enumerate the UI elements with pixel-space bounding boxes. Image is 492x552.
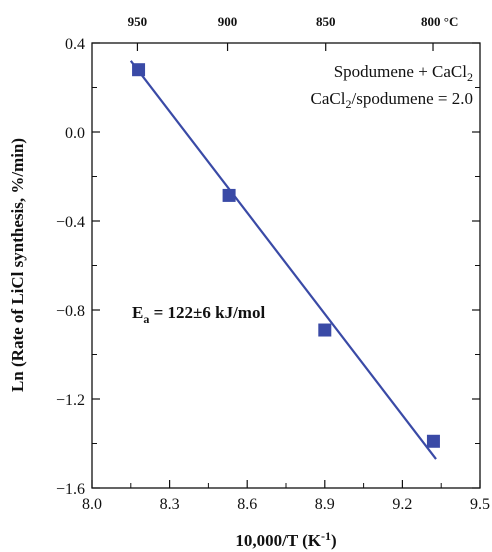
plot-frame: [91, 42, 481, 489]
y-tick-label: −0.4: [56, 214, 85, 231]
top-axis-label: 950: [128, 14, 148, 29]
top-axis-label: 850: [316, 14, 336, 29]
x-tick-label: 8.3: [160, 496, 180, 513]
x-tick-label: 9.5: [470, 496, 490, 513]
x-tick-label: 8.0: [82, 496, 102, 513]
x-tick-label: 8.6: [237, 496, 257, 513]
y-tick-label: −1.2: [56, 392, 85, 409]
data-point: [318, 323, 332, 337]
y-tick-label: −0.8: [56, 303, 85, 320]
data-point: [222, 188, 236, 202]
y-tick-label: −1.6: [56, 481, 85, 498]
x-tick-label: 9.2: [392, 496, 412, 513]
annotation-line-2: CaCl2/spodumene = 2.0: [311, 89, 473, 111]
data-point: [426, 434, 440, 448]
y-tick-label: 0.4: [65, 36, 85, 53]
points-layer: [132, 63, 440, 448]
fit-line: [129, 60, 437, 460]
y-tick-label: 0.0: [65, 125, 85, 142]
top-axis-label: 800 °C: [421, 14, 458, 29]
annotation-line-1: Spodumene + CaCl2: [334, 62, 473, 84]
x-axis-title: 10,000/T (K-1): [235, 529, 336, 550]
x-tick-label: 8.9: [315, 496, 335, 513]
y-axis-title: Ln (Rate of LiCl synthesis, %/min): [8, 138, 27, 392]
top-axis-label: 900: [218, 14, 238, 29]
data-point: [132, 63, 146, 77]
activation-energy-label: Ea = 122±6 kJ/mol: [132, 303, 265, 326]
fit-line-layer: [129, 60, 437, 460]
